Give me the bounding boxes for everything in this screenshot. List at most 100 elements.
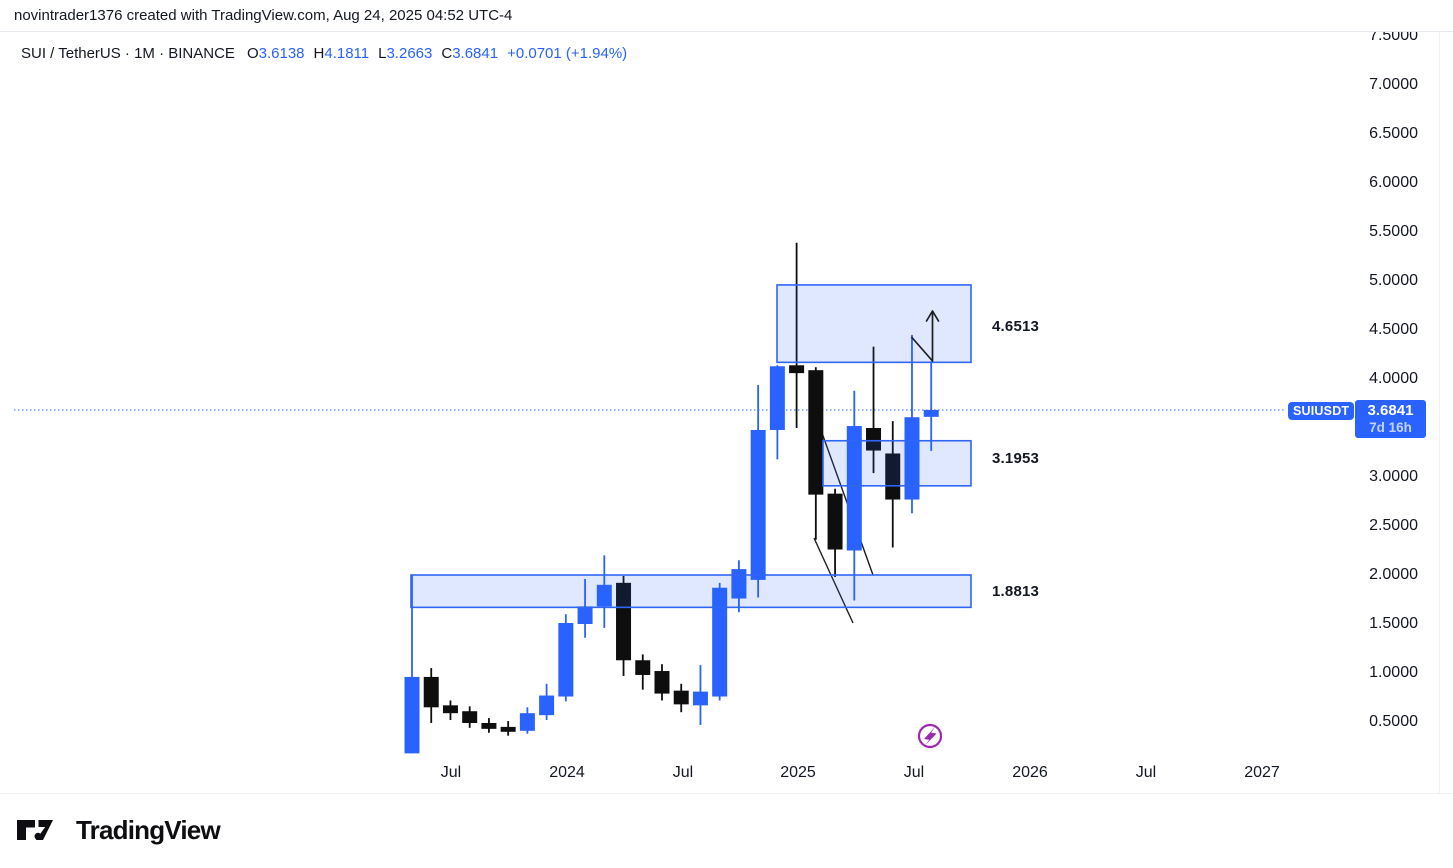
candle-body	[692, 691, 708, 706]
candle-body	[635, 660, 651, 675]
time-tick-Jul[interactable]: Jul	[672, 764, 694, 781]
price-tick-5.0000[interactable]: 5.0000	[1369, 272, 1418, 289]
zone-price-label-3.1953[interactable]: 3.1953	[992, 450, 1040, 467]
candle-2023-08	[462, 706, 478, 728]
candle-body	[712, 587, 728, 697]
candle-body	[885, 453, 901, 500]
candle-body	[904, 417, 920, 500]
zone-price-label-4.6513[interactable]: 4.6513	[992, 318, 1040, 335]
zone-rect-1.8813[interactable]	[410, 574, 972, 609]
candle-2025-08	[923, 361, 939, 451]
price-tick-4.5000[interactable]: 4.5000	[1369, 321, 1418, 338]
current-price-value: 3.6841	[1367, 402, 1414, 420]
price-tick-6.5000[interactable]: 6.5000	[1369, 125, 1418, 142]
candle-body	[616, 582, 632, 661]
candle-2025-01	[789, 242, 805, 428]
attribution-text: novintrader1376 created with TradingView…	[14, 7, 513, 24]
candle-2023-06	[423, 668, 439, 723]
candle-2023-12	[539, 683, 555, 721]
price-tick-7.0000[interactable]: 7.0000	[1369, 76, 1418, 93]
time-tick-Jul[interactable]: Jul	[440, 764, 462, 781]
candle-2024-07	[673, 683, 689, 713]
price-tick-2.0000[interactable]: 2.0000	[1369, 566, 1418, 583]
time-axis-separator	[0, 793, 1453, 794]
candle-2024-09	[712, 582, 728, 701]
lightning-bolt-icon	[924, 726, 937, 746]
candle-body	[462, 711, 478, 723]
candle-body	[404, 676, 420, 754]
price-tick-1.0000[interactable]: 1.0000	[1369, 664, 1418, 681]
candle-body	[500, 726, 516, 732]
zone-price-label-1.8813[interactable]: 1.8813	[992, 583, 1040, 600]
price-tick-6.0000[interactable]: 6.0000	[1369, 174, 1418, 191]
candle-2024-08	[692, 665, 708, 725]
price-tick-4.0000[interactable]: 4.0000	[1369, 370, 1418, 387]
tradingview-wordmark: TradingView	[76, 814, 221, 845]
candle-body	[750, 429, 766, 580]
candle-body	[423, 676, 439, 708]
candle-body	[596, 584, 612, 607]
candlestick-chart[interactable]	[0, 0, 1453, 794]
time-tick-2026[interactable]: 2026	[1012, 764, 1048, 781]
candle-2024-06	[654, 664, 670, 701]
candle-body	[654, 671, 670, 694]
price-axis-separator	[1439, 31, 1440, 793]
candle-body	[519, 713, 535, 731]
price-tick-2.5000[interactable]: 2.5000	[1369, 517, 1418, 534]
ohlc-low: L3.2663	[378, 45, 433, 62]
tradingview-logomark	[17, 820, 53, 840]
time-tick-Jul[interactable]: Jul	[903, 764, 925, 781]
time-tick-2025[interactable]: 2025	[780, 764, 816, 781]
candle-body	[539, 695, 555, 716]
candle-2025-06	[885, 421, 901, 548]
chart-canvas[interactable]	[0, 0, 1453, 794]
candle-2024-04	[616, 575, 632, 676]
candle-2024-05	[635, 654, 651, 690]
candle-body	[827, 493, 843, 550]
symbol-header: SUI / TetherUS · 1M · BINANCE O3.6138 H4…	[21, 45, 627, 62]
candle-2024-03	[596, 555, 612, 628]
candle-body	[808, 370, 824, 495]
ohlc-open: O3.6138	[246, 45, 305, 62]
candle-2025-07	[904, 334, 920, 514]
candle-2023-11	[519, 707, 535, 734]
candle-body	[769, 366, 785, 430]
time-tick-Jul[interactable]: Jul	[1135, 764, 1157, 781]
price-tick-0.5000[interactable]: 0.5000	[1369, 713, 1418, 730]
candle-2025-03	[827, 488, 843, 577]
price-tick-3.0000[interactable]: 3.0000	[1369, 468, 1418, 485]
symbol-title: SUI / TetherUS · 1M · BINANCE	[21, 45, 235, 62]
ohlc-close: C3.6841	[441, 45, 499, 62]
candle-body	[789, 365, 805, 374]
trend-arrow-head	[925, 310, 940, 322]
candle-body	[846, 426, 862, 551]
candle-2024-01	[558, 614, 574, 702]
price-tick-1.5000[interactable]: 1.5000	[1369, 615, 1418, 632]
candle-2024-12	[769, 365, 785, 460]
candle-2023-07	[442, 700, 458, 721]
candle-body	[673, 690, 689, 705]
candle-2023-10	[500, 721, 516, 736]
candle-2024-02	[577, 578, 593, 638]
bar-countdown: 7d 16h	[1369, 419, 1412, 435]
attribution-bar: novintrader1376 created with TradingView…	[0, 0, 1453, 32]
lightning-icon[interactable]	[917, 723, 943, 749]
tradingview-logo[interactable]: TradingView	[15, 810, 221, 850]
time-tick-2024[interactable]: 2024	[549, 764, 585, 781]
candle-body	[577, 606, 593, 624]
zone-rect-4.6513[interactable]	[776, 284, 972, 364]
candle-body	[866, 428, 882, 451]
trendline-2[interactable]	[813, 537, 854, 624]
price-tick-5.5000[interactable]: 5.5000	[1369, 223, 1418, 240]
change-value: +0.0701 (+1.94%)	[507, 45, 628, 62]
candle-2024-10	[731, 560, 747, 613]
candle-2023-05	[404, 575, 420, 754]
symbol-price-tag[interactable]: SUIUSDT	[1288, 402, 1355, 420]
candle-2025-02	[808, 367, 824, 540]
time-tick-2027[interactable]: 2027	[1244, 764, 1280, 781]
current-price-label[interactable]: 3.6841 7d 16h	[1355, 400, 1426, 438]
zone-rect-3.1953[interactable]	[822, 439, 972, 487]
trend-arrow[interactable]	[910, 312, 934, 362]
candle-body	[731, 569, 747, 599]
